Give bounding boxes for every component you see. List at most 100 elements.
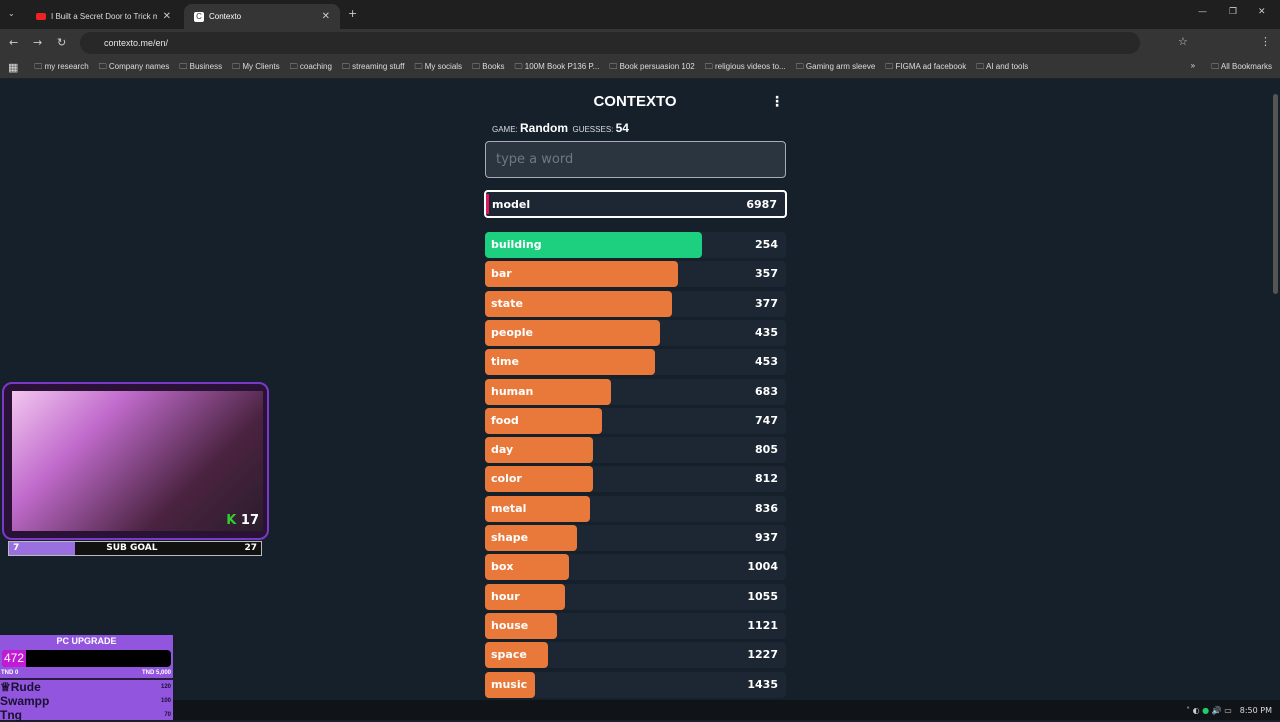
- webcam-video: [12, 391, 263, 531]
- guess-word: people: [491, 325, 533, 339]
- page-title: CONTEXTO: [593, 93, 677, 110]
- tab-search-icon[interactable]: ⌄: [8, 9, 15, 18]
- close-icon[interactable]: ✕: [321, 11, 330, 22]
- all-bookmarks[interactable]: 🗀 All Bookmarks: [1211, 61, 1272, 75]
- bookmark-label: FIGMA ad facebook: [895, 61, 967, 71]
- proximity-bar: [485, 671, 535, 698]
- guess-rank: 937: [755, 531, 778, 544]
- game-label: GAME:: [492, 125, 518, 134]
- guess-word: box: [491, 560, 514, 574]
- input-placeholder: type a word: [496, 152, 574, 167]
- guesses-label: GUESSES:: [572, 125, 614, 134]
- tray-icons[interactable]: ˄ ◐ ● 🔊 ▭: [1186, 705, 1232, 715]
- cam-badge-value: 17: [240, 513, 259, 528]
- more-bookmarks-icon[interactable]: »: [1190, 60, 1196, 70]
- star-icon[interactable]: ☆: [1178, 35, 1188, 48]
- proximity-bar: [485, 349, 656, 376]
- bookmark-item[interactable]: 🗀 Company names: [99, 61, 170, 75]
- bookmark-item[interactable]: 🗀 Gaming arm sleeve: [796, 61, 876, 75]
- guess-row: color 812: [485, 466, 786, 493]
- more-options-icon[interactable]: ⋮: [770, 94, 784, 110]
- scrollbar-thumb[interactable]: [1273, 94, 1278, 294]
- guess-word: state: [491, 296, 523, 310]
- bookmark-item[interactable]: 🗀 My Clients: [232, 61, 280, 75]
- pc-upgrade-min: TND 0: [1, 670, 19, 676]
- proximity-bar: [485, 232, 702, 258]
- bookmark-item[interactable]: 🗀 coaching: [290, 61, 332, 75]
- tab-contexto[interactable]: C Contexto ✕: [184, 4, 340, 29]
- proximity-bar: [485, 495, 591, 522]
- guess-rank: 453: [755, 355, 778, 369]
- clock: 8:50 PM: [1239, 705, 1272, 715]
- address-bar[interactable]: contexto.me/en/: [80, 32, 1140, 54]
- guess-word: time: [491, 355, 519, 369]
- bookmarks-bar: ▦ 🗀 my research 🗀 Company names 🗀 Business…: [0, 57, 1280, 79]
- bookmark-item[interactable]: 🗀 100M Book P136 P...: [515, 61, 600, 75]
- guess-row: state 377: [485, 290, 786, 317]
- bookmark-label: Book persuasion 102: [619, 61, 695, 71]
- back-icon[interactable]: ←: [9, 36, 19, 49]
- bookmark-item[interactable]: 🗀 religious videos to...: [705, 61, 786, 75]
- bookmark-item[interactable]: 🗀 FIGMA ad facebook: [885, 61, 966, 75]
- proximity-bar: [485, 437, 594, 464]
- scrollbar[interactable]: [1270, 80, 1280, 700]
- bookmark-label: Company names: [108, 61, 170, 71]
- forward-icon[interactable]: →: [33, 36, 43, 49]
- folder-icon: 🗀: [976, 61, 985, 71]
- guess-row: box 1004: [485, 554, 786, 581]
- guess-row: building 254: [485, 232, 786, 258]
- new-tab-icon[interactable]: +: [348, 7, 358, 20]
- guess-row: time 453: [485, 349, 786, 376]
- toolbar: ← → ↻ contexto.me/en/ ☆ ⋮: [0, 29, 1280, 57]
- folder-icon: 🗀: [98, 61, 107, 71]
- maximize-icon[interactable]: ❐: [1229, 7, 1238, 17]
- folder-icon: 🗀: [232, 61, 241, 71]
- bookmark-item[interactable]: 🗀 My socials: [414, 61, 462, 75]
- tab-youtube[interactable]: I Built a Secret Door to Trick m ✕: [26, 4, 181, 29]
- bookmark-item[interactable]: 🗀 my research: [34, 61, 88, 75]
- pc-upgrade-progress: 472: [2, 650, 171, 667]
- bookmarks-list: 🗀 my research 🗀 Company names 🗀 Business 🗀 …: [34, 61, 1178, 75]
- close-icon[interactable]: ✕: [162, 11, 171, 22]
- donor-name: Tng: [0, 708, 22, 722]
- folder-icon: 🗀: [1211, 61, 1220, 71]
- taskbar: ˄ ◐ ● 🔊 ▭ 8:50 PM: [173, 700, 1280, 720]
- donor-row: ♕Rude 120: [0, 680, 173, 694]
- folder-icon: 🗀: [704, 61, 713, 71]
- guess-row: music 1435: [485, 671, 786, 698]
- guess-row: people 435: [485, 319, 786, 346]
- donor-name: Swampp: [0, 694, 50, 708]
- guess-word: human: [491, 384, 534, 398]
- bookmark-item[interactable]: 🗀 Books: [472, 61, 504, 75]
- tab-title: Contexto: [209, 12, 242, 21]
- guess-rank: 435: [755, 325, 778, 339]
- proximity-bar: [485, 290, 672, 317]
- bookmark-item[interactable]: 🗀 streaming stuff: [342, 61, 405, 75]
- word-input[interactable]: type a word: [485, 141, 786, 178]
- proximity-bar: [485, 466, 594, 493]
- guess-word: building: [491, 238, 542, 251]
- sub-goal-current: 7: [13, 543, 20, 553]
- guess-word: shape: [491, 531, 529, 544]
- bookmark-label: My Clients: [242, 61, 280, 71]
- bookmark-item[interactable]: 🗀 Business: [179, 61, 222, 75]
- minimize-icon[interactable]: —: [1198, 7, 1207, 17]
- sub-goal-target: 27: [244, 543, 257, 553]
- proximity-bar: [485, 612, 558, 639]
- reload-icon[interactable]: ↻: [57, 36, 67, 49]
- youtube-icon: [36, 13, 46, 20]
- guess-rank: 1435: [747, 677, 778, 691]
- guess-rank: 254: [755, 238, 778, 251]
- tab-title: I Built a Secret Door to Trick m: [51, 12, 157, 21]
- last-guess: model 6987: [484, 190, 787, 218]
- menu-icon[interactable]: ⋮: [1260, 35, 1271, 48]
- close-window-icon[interactable]: ✕: [1258, 7, 1266, 17]
- bookmark-label: 100M Book P136 P...: [524, 61, 600, 71]
- apps-icon[interactable]: ▦: [8, 62, 19, 74]
- proximity-bar: [485, 642, 549, 669]
- guess-row: food 747: [485, 407, 786, 434]
- bookmark-item[interactable]: 🗀 Book persuasion 102: [609, 61, 694, 75]
- bookmark-item[interactable]: 🗀 AI and tools: [976, 61, 1028, 75]
- last-guess-rank: 6987: [746, 197, 777, 211]
- guess-rank: 1004: [747, 560, 778, 574]
